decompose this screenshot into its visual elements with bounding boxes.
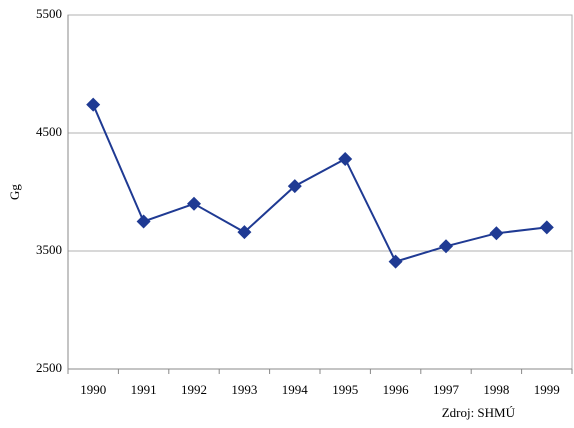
data-marker	[388, 254, 403, 269]
data-marker	[338, 151, 353, 166]
x-tick-label: 1997	[433, 382, 460, 397]
data-marker	[539, 220, 554, 235]
x-tick-label: 1995	[332, 382, 358, 397]
x-tick-label: 1992	[181, 382, 207, 397]
data-marker	[237, 225, 252, 240]
plot-frame	[67, 14, 573, 370]
x-tick-label: 1990	[80, 382, 106, 397]
y-axis-label: Gg	[7, 184, 22, 200]
source-note: Zdroj: SHMÚ	[442, 405, 516, 420]
data-marker	[287, 179, 302, 194]
y-tick-label: 5500	[36, 6, 62, 21]
data-marker	[187, 196, 201, 211]
y-tick-label: 4500	[36, 124, 62, 139]
x-tick-label: 1991	[131, 382, 157, 397]
x-tick-label: 1994	[282, 382, 309, 397]
data-marker	[86, 97, 101, 112]
y-tick-label: 2500	[36, 360, 62, 375]
data-line	[92, 104, 547, 263]
data-marker	[136, 214, 151, 229]
x-tick-label: 1999	[534, 382, 560, 397]
y-tick-label: 3500	[36, 242, 62, 257]
x-tick-label: 1998	[483, 382, 509, 397]
data-marker	[439, 239, 453, 254]
data-marker	[489, 226, 504, 241]
x-tick-label: 1996	[383, 382, 410, 397]
x-tick-label: 1993	[231, 382, 257, 397]
